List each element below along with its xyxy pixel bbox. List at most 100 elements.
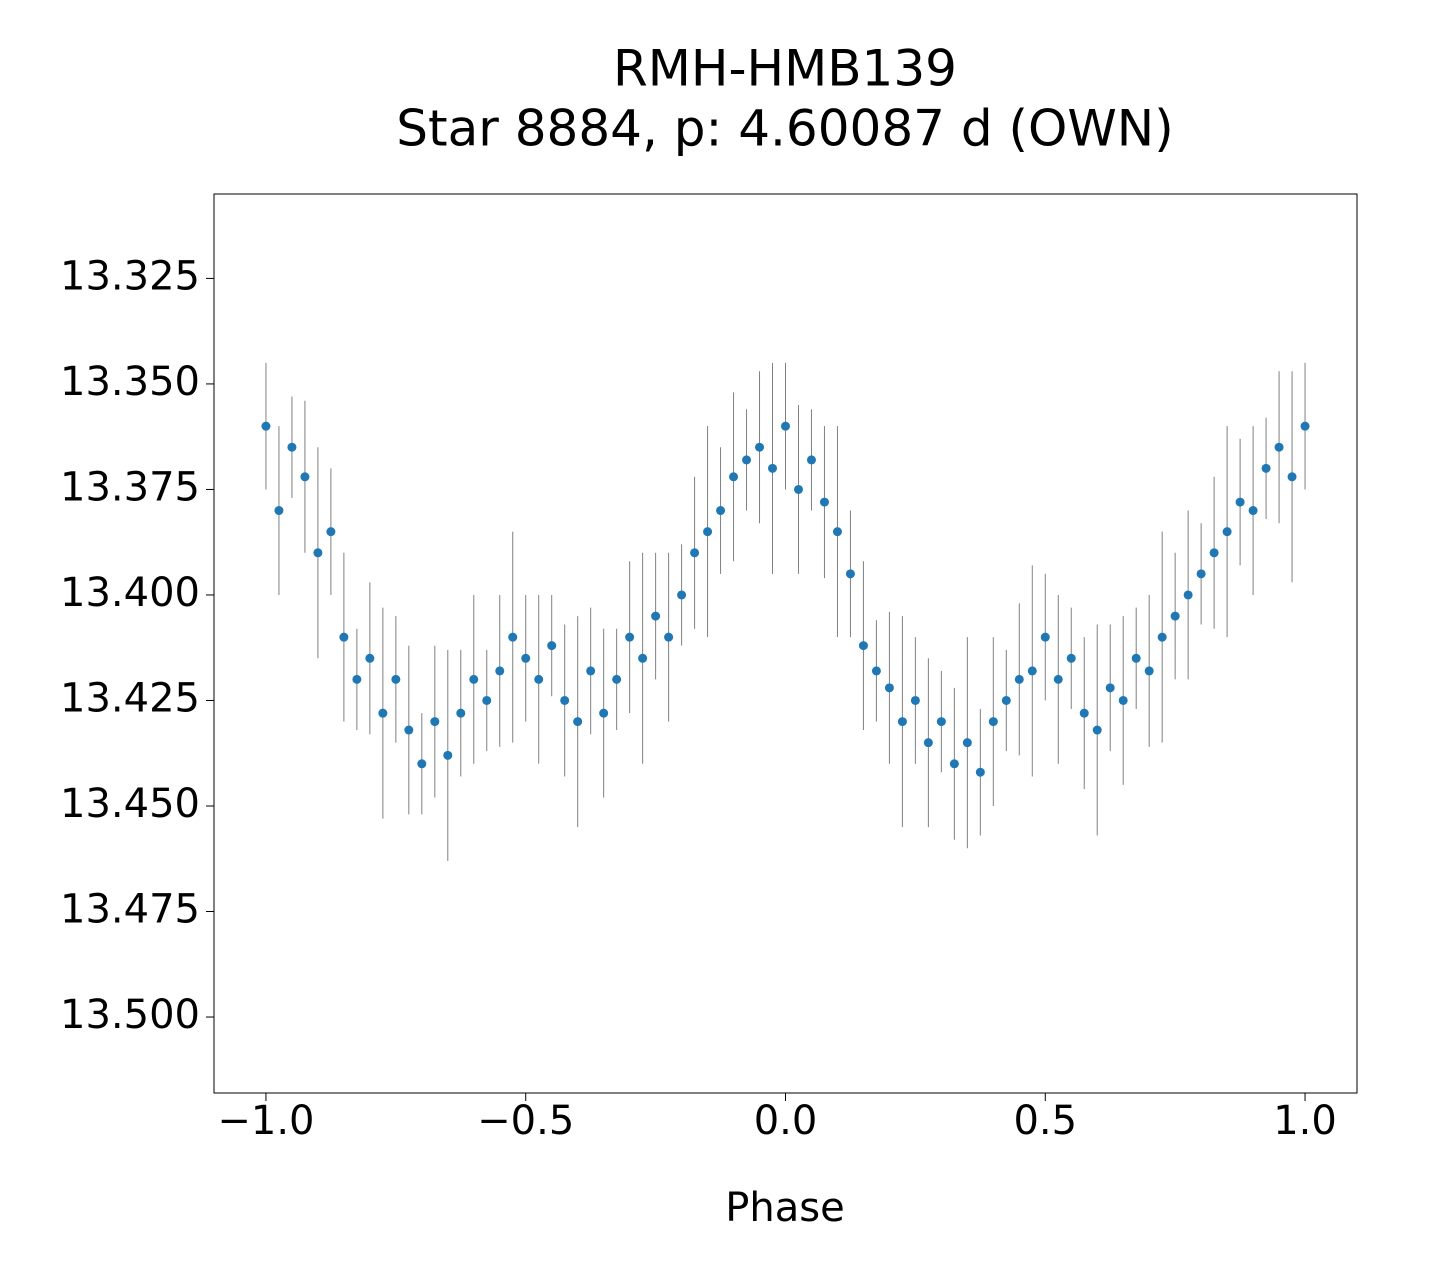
x-axis-label: Phase	[725, 1185, 844, 1231]
data-point	[1261, 463, 1271, 473]
data-point	[962, 738, 972, 748]
data-point	[495, 666, 505, 676]
data-point	[1001, 695, 1011, 705]
data-point	[845, 569, 855, 579]
data-point	[391, 674, 401, 684]
x-tick-label: −1.0	[217, 1098, 314, 1144]
data-point	[793, 484, 803, 494]
data-point	[586, 666, 596, 676]
data-point	[1209, 548, 1219, 558]
data-point	[482, 695, 492, 705]
data-point	[599, 708, 609, 718]
x-tick-label: 1.0	[1273, 1098, 1337, 1144]
data-point	[651, 611, 661, 621]
data-point	[664, 632, 674, 642]
data-point	[625, 632, 635, 642]
data-point	[819, 497, 829, 507]
data-point	[910, 695, 920, 705]
data-point	[690, 548, 700, 558]
data-point	[988, 717, 998, 727]
data-point	[287, 442, 297, 452]
data-point	[1235, 497, 1245, 507]
data-point	[716, 506, 726, 516]
data-point	[612, 674, 622, 684]
data-point	[897, 717, 907, 727]
data-point	[430, 717, 440, 727]
data-point	[1248, 506, 1258, 516]
x-tick-label: 0.0	[754, 1098, 818, 1144]
data-point	[300, 472, 310, 482]
data-point	[1157, 632, 1167, 642]
data-point	[1287, 472, 1297, 482]
data-point	[923, 738, 933, 748]
data-point	[729, 472, 739, 482]
data-point	[755, 442, 765, 452]
data-point	[884, 683, 894, 693]
data-point	[1027, 666, 1037, 676]
data-point	[1066, 653, 1076, 663]
y-tick-label: 13.475	[60, 887, 200, 933]
data-point	[547, 641, 557, 651]
y-tick-label: 13.400	[60, 570, 200, 616]
data-point	[1144, 666, 1154, 676]
data-point	[858, 641, 868, 651]
plot-frame	[213, 193, 1358, 1094]
data-point	[1040, 632, 1050, 642]
y-tick-label: 13.500	[60, 992, 200, 1038]
data-point	[975, 767, 985, 777]
x-tick-label: −0.5	[477, 1098, 574, 1144]
data-point	[352, 674, 362, 684]
data-point	[404, 725, 414, 735]
data-point	[1222, 527, 1232, 537]
data-point	[768, 463, 778, 473]
data-point	[365, 653, 375, 663]
data-point	[1183, 590, 1193, 600]
data-point	[560, 695, 570, 705]
data-point	[638, 653, 648, 663]
y-tick-label: 13.350	[60, 359, 200, 405]
data-point	[871, 666, 881, 676]
data-point	[534, 674, 544, 684]
data-point	[936, 717, 946, 727]
data-point	[949, 759, 959, 769]
y-tick-label: 13.450	[60, 781, 200, 827]
data-point	[1053, 674, 1063, 684]
data-point	[1300, 421, 1310, 431]
data-point	[1014, 674, 1024, 684]
y-tick-label: 13.325	[60, 253, 200, 299]
data-point	[1170, 611, 1180, 621]
data-point	[1105, 683, 1115, 693]
data-point	[443, 750, 453, 760]
chart-title: RMH-HMB139	[613, 40, 957, 98]
data-point	[378, 708, 388, 718]
data-point	[456, 708, 466, 718]
data-point	[1274, 442, 1284, 452]
data-point	[339, 632, 349, 642]
data-point	[806, 455, 816, 465]
data-point	[573, 717, 583, 727]
data-point	[274, 506, 284, 516]
data-point	[742, 455, 752, 465]
data-point	[703, 527, 713, 537]
data-point	[1079, 708, 1089, 718]
data-point	[261, 421, 271, 431]
data-point	[313, 548, 323, 558]
data-point	[326, 527, 336, 537]
x-tick-label: 0.5	[1013, 1098, 1077, 1144]
data-point	[508, 632, 518, 642]
y-tick-label: 13.425	[60, 675, 200, 721]
chart-subtitle: Star 8884, p: 4.60087 d (OWN)	[396, 100, 1173, 158]
data-point	[781, 421, 790, 431]
data-point	[1131, 653, 1141, 663]
data-point	[521, 653, 531, 663]
data-point	[1092, 725, 1102, 735]
data-point	[417, 759, 427, 769]
y-tick-label: 13.375	[60, 464, 200, 510]
data-point	[469, 674, 479, 684]
data-point	[1196, 569, 1206, 579]
data-point	[677, 590, 687, 600]
data-point	[1118, 695, 1128, 705]
data-point	[832, 527, 842, 537]
